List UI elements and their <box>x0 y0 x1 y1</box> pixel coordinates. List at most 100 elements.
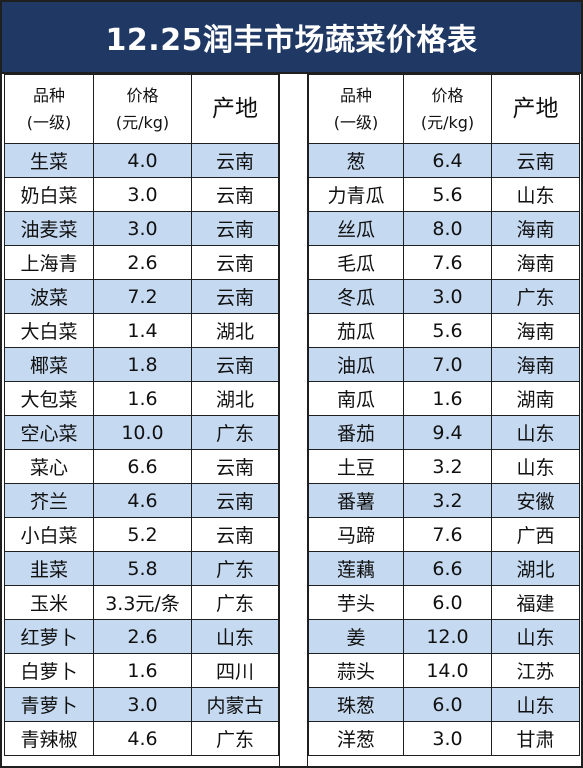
table-row: 大白菜 1.4 湖北 <box>4 313 279 348</box>
price-cell: 3.0 <box>403 279 492 314</box>
table-row: 红萝卜 2.6 山东 <box>4 619 279 654</box>
vegetable-name-cell: 波菜 <box>4 279 94 314</box>
table-row: 大包菜 1.6 湖北 <box>4 381 279 416</box>
right-table-body: 品种 (一级) 价格 (元/kg) 产地 葱 6.4 云南 力青瓜 5.6 山东 丝瓜 8.0… <box>308 74 580 756</box>
vegetable-name-cell: 大白菜 <box>4 313 94 348</box>
table-row: 姜 12.0 山东 <box>308 619 580 654</box>
table-row: 玉米 3.3元/条 广东 <box>4 585 279 620</box>
price-cell: 1.8 <box>93 347 192 382</box>
origin-cell: 云南 <box>191 177 279 212</box>
table-row: 韭菜 5.8 广东 <box>4 551 279 586</box>
origin-cell: 湖北 <box>491 551 580 586</box>
header-name: 品种 (一级) <box>308 74 404 144</box>
price-cell: 1.6 <box>93 653 192 688</box>
origin-cell: 湖北 <box>191 381 279 416</box>
price-cell: 1.4 <box>93 313 192 348</box>
table-row: 葱 6.4 云南 <box>308 143 580 178</box>
vegetable-name-cell: 力青瓜 <box>308 177 404 212</box>
vegetable-name-cell: 白萝卜 <box>4 653 94 688</box>
vegetable-name-cell: 茄瓜 <box>308 313 404 348</box>
price-cell: 6.4 <box>403 143 492 178</box>
price-cell: 4.6 <box>93 483 192 518</box>
price-cell: 7.2 <box>93 279 192 314</box>
table-row: 毛瓜 7.6 海南 <box>308 245 580 280</box>
vegetable-name-cell: 大包菜 <box>4 381 94 416</box>
table-row: 芋头 6.0 福建 <box>308 585 580 620</box>
header-name-line1: 品种 <box>32 86 65 105</box>
price-cell: 7.6 <box>403 517 492 552</box>
table-row: 蒜头 14.0 江苏 <box>308 653 580 688</box>
origin-cell: 湖北 <box>191 313 279 348</box>
price-cell: 3.0 <box>93 687 192 722</box>
table-row: 生菜 4.0 云南 <box>4 143 279 178</box>
origin-cell: 云南 <box>191 211 279 246</box>
origin-cell: 海南 <box>491 347 580 382</box>
header-origin: 产地 <box>191 74 279 144</box>
origin-cell: 云南 <box>191 483 279 518</box>
price-cell: 3.2 <box>403 483 492 518</box>
vegetable-name-cell: 葱 <box>308 143 404 178</box>
table-row: 芥兰 4.6 云南 <box>4 483 279 518</box>
price-cell: 3.0 <box>93 177 192 212</box>
header-price-line1: 价格 <box>431 86 464 105</box>
vegetable-name-cell: 珠葱 <box>308 687 404 722</box>
origin-cell: 山东 <box>491 619 580 654</box>
price-cell: 5.6 <box>403 177 492 212</box>
vegetable-name-cell: 红萝卜 <box>4 619 94 654</box>
price-cell: 2.6 <box>93 619 192 654</box>
vegetable-name-cell: 生菜 <box>4 143 94 178</box>
vegetable-name-cell: 姜 <box>308 619 404 654</box>
origin-cell: 云南 <box>491 143 580 178</box>
table-row: 洋葱 3.0 甘肃 <box>308 721 580 756</box>
price-cell: 3.0 <box>93 211 192 246</box>
price-cell: 1.6 <box>403 381 492 416</box>
table-row: 番薯 3.2 安徽 <box>308 483 580 518</box>
price-cell: 7.0 <box>403 347 492 382</box>
price-cell: 5.2 <box>93 517 192 552</box>
vegetable-name-cell: 蒜头 <box>308 653 404 688</box>
table-row: 南瓜 1.6 湖南 <box>308 381 580 416</box>
header-row: 品种 (一级) 价格 (元/kg) 产地 <box>4 74 279 144</box>
price-cell: 2.6 <box>93 245 192 280</box>
header-name-line2: (一级) <box>333 113 379 132</box>
price-cell: 6.0 <box>403 687 492 722</box>
origin-cell: 四川 <box>191 653 279 688</box>
table-row: 丝瓜 8.0 海南 <box>308 211 580 246</box>
origin-cell: 江苏 <box>491 653 580 688</box>
page-title: 12.25润丰市场蔬菜价格表 <box>105 23 478 58</box>
table-row: 土豆 3.2 山东 <box>308 449 580 484</box>
vegetable-name-cell: 冬瓜 <box>308 279 404 314</box>
table-row: 冬瓜 3.0 广东 <box>308 279 580 314</box>
table-row: 上海青 2.6 云南 <box>4 245 279 280</box>
origin-cell: 湖南 <box>491 381 580 416</box>
vegetable-name-cell: 菜心 <box>4 449 94 484</box>
origin-cell: 云南 <box>191 517 279 552</box>
origin-cell: 山东 <box>491 687 580 722</box>
vegetable-name-cell: 南瓜 <box>308 381 404 416</box>
origin-cell: 广东 <box>491 279 580 314</box>
table-row: 油瓜 7.0 海南 <box>308 347 580 382</box>
origin-cell: 云南 <box>191 245 279 280</box>
vegetable-name-cell: 洋葱 <box>308 721 404 756</box>
table-row: 椰菜 1.8 云南 <box>4 347 279 382</box>
table-row: 茄瓜 5.6 海南 <box>308 313 580 348</box>
origin-cell: 云南 <box>191 347 279 382</box>
table-row: 青萝卜 3.0 内蒙古 <box>4 687 279 722</box>
vegetable-name-cell: 上海青 <box>4 245 94 280</box>
price-cell: 1.6 <box>93 381 192 416</box>
origin-cell: 山东 <box>491 415 580 450</box>
table-row: 奶白菜 3.0 云南 <box>4 177 279 212</box>
vegetable-name-cell: 青萝卜 <box>4 687 94 722</box>
table-row: 白萝卜 1.6 四川 <box>4 653 279 688</box>
header-name-line1: 品种 <box>339 86 372 105</box>
table-row: 空心菜 10.0 广东 <box>4 415 279 450</box>
header-price-line2: (元/kg) <box>115 113 170 132</box>
right-price-table: 品种 (一级) 价格 (元/kg) 产地 葱 6.4 云南 力青瓜 5.6 山东 丝瓜 8.0… <box>308 74 580 756</box>
price-cell: 7.6 <box>403 245 492 280</box>
price-cell: 5.8 <box>93 551 192 586</box>
origin-cell: 海南 <box>491 245 580 280</box>
table-row: 菜心 6.6 云南 <box>4 449 279 484</box>
vegetable-name-cell: 椰菜 <box>4 347 94 382</box>
price-cell: 12.0 <box>403 619 492 654</box>
